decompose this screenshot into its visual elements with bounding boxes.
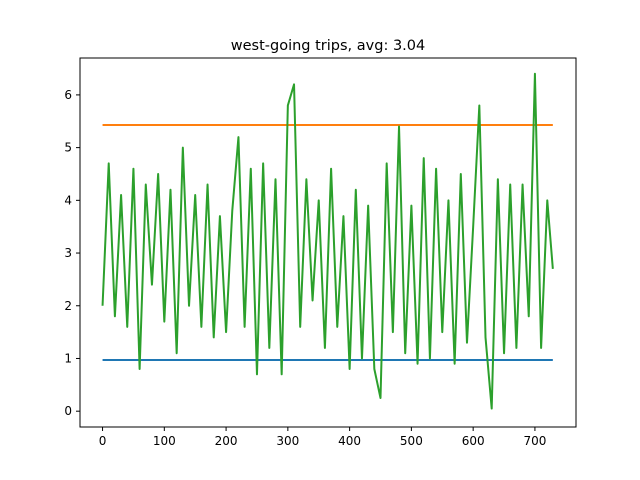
y-tick-label: 6 [64,88,72,102]
y-axis: 0 1 2 3 4 5 6 [64,88,80,418]
x-axis: 0 100 200 300 400 500 600 700 [99,427,546,448]
x-tick-label: 0 [99,434,107,448]
y-tick-label: 5 [64,141,72,155]
x-tick-label: 600 [462,434,485,448]
x-tick-label: 100 [153,434,176,448]
x-tick-label: 700 [523,434,546,448]
x-tick-label: 300 [276,434,299,448]
plot-frame [79,57,577,428]
y-tick-label: 2 [64,299,72,313]
y-tick-label: 3 [64,246,72,260]
chart-title: west-going trips, avg: 3.04 [231,38,425,54]
x-tick-label: 400 [338,434,361,448]
y-tick-label: 4 [64,193,72,207]
series-layer [101,72,554,410]
x-tick-label: 500 [400,434,423,448]
y-tick-label: 0 [64,404,72,418]
series-line-3 [101,72,554,410]
x-tick-label: 200 [215,434,238,448]
y-tick-label: 1 [64,351,72,365]
